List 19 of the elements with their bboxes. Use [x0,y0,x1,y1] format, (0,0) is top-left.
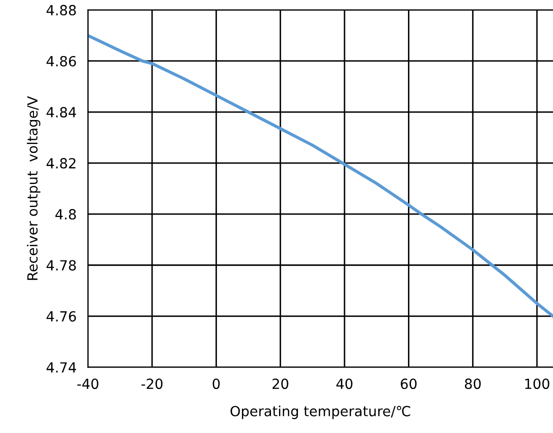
x-tick-label: -40 [77,378,98,390]
x-tick-label: 100 [525,378,550,390]
y-tick-label: 4.76 [46,311,76,322]
x-tick-label: 80 [464,378,481,390]
x-tick-label: 40 [336,378,352,390]
y-tick-label: 4.88 [46,4,76,16]
y-tick-label: 4.8 [55,209,76,220]
x-axis-title: Operating temperature/℃ [230,406,410,420]
line-series [88,34,553,318]
x-tick-label: 60 [400,378,417,390]
x-tick-label: -20 [141,378,162,390]
y-axis-title: Receiver output voltage/V [26,96,40,280]
x-tick-label: 20 [272,378,288,390]
y-tick-label: 4.84 [46,106,76,118]
y-tick-label: 4.74 [46,362,76,372]
y-tick-label: 4.82 [46,158,76,169]
y-tick-label: 4.86 [46,56,76,66]
x-tick-label: 0 [212,378,220,390]
y-tick-label: 4.78 [46,260,76,271]
